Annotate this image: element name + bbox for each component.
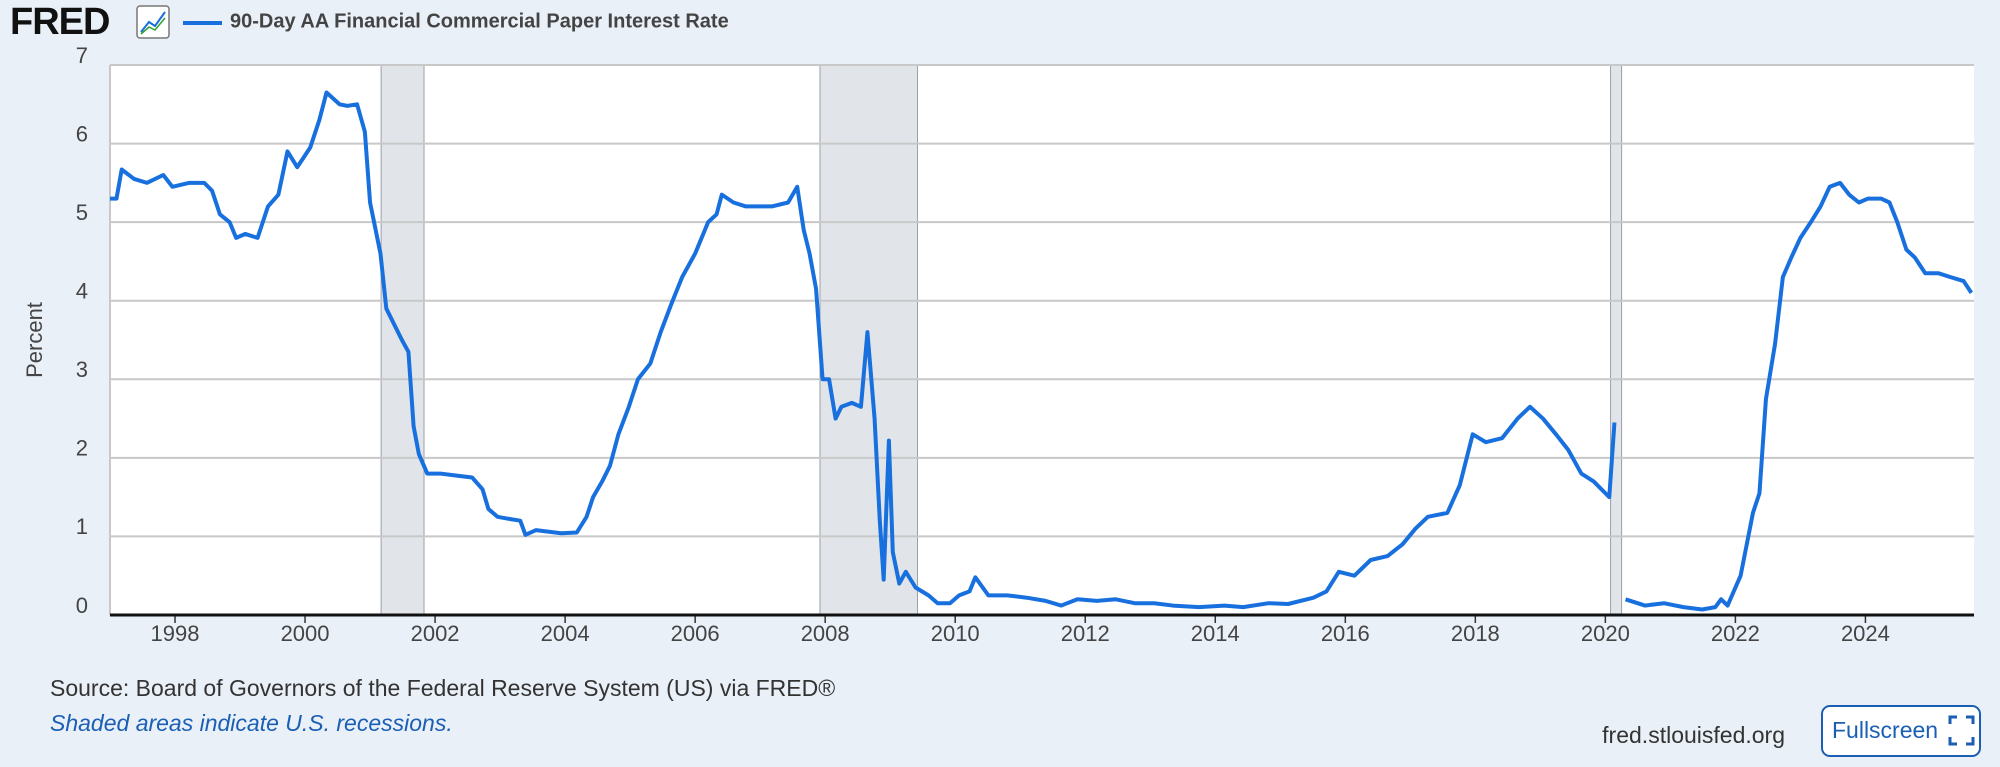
y-tick-label: 1 — [76, 514, 88, 539]
x-tick-label: 2022 — [1711, 621, 1760, 646]
logo: FRED — [10, 1, 109, 43]
fullscreen-button[interactable]: Fullscreen — [1821, 705, 1981, 757]
legend-label: 90-Day AA Financial Commercial Paper Int… — [230, 10, 729, 32]
x-tick-label: 2014 — [1191, 621, 1240, 646]
y-axis-label: Percent — [22, 302, 47, 378]
series-line — [110, 90, 1974, 612]
y-tick-label: 5 — [76, 200, 88, 225]
site-url: fred.stlouisfed.org — [1602, 722, 1785, 748]
y-tick-label: 4 — [76, 279, 88, 304]
x-tick-label: 2004 — [541, 621, 590, 646]
x-tick-label: 2002 — [411, 621, 460, 646]
x-tick-label: 2016 — [1321, 621, 1370, 646]
button-label[interactable]: Fullscreen — [1832, 717, 1938, 743]
y-tick-label: 3 — [76, 357, 88, 382]
x-tick-label: 2000 — [281, 621, 330, 646]
x-tick-label: 2024 — [1841, 621, 1890, 646]
x-tick-label: 2006 — [671, 621, 720, 646]
x-tick-label: 2012 — [1061, 621, 1110, 646]
x-tick-label: 2008 — [801, 621, 850, 646]
button-frame[interactable] — [1821, 705, 1981, 757]
x-tick-label: 2018 — [1451, 621, 1500, 646]
source: Source: Board of Governors of the Federa… — [50, 675, 835, 701]
x-tick-label: 2020 — [1581, 621, 1630, 646]
y-tick-label: 0 — [76, 593, 88, 618]
y-tick-label: 6 — [76, 121, 88, 146]
button-icon[interactable] — [1948, 715, 1975, 746]
recession-band — [1610, 64, 1623, 616]
x-tick-label: 1998 — [151, 621, 200, 646]
logo-icon — [136, 5, 170, 39]
recession-note: Shaded areas indicate U.S. recessions. — [50, 710, 453, 736]
y-tick-label: 2 — [76, 436, 88, 461]
x-tick-label: 2010 — [931, 621, 980, 646]
y-tick-label: 7 — [76, 43, 88, 68]
